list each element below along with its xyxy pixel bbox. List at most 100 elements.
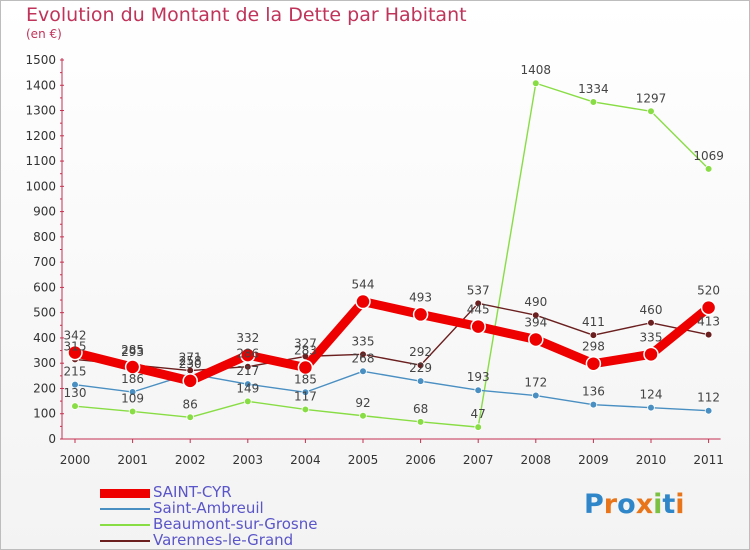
y-tick-label: 800 [33,230,56,244]
legend-label: Beaumont-sur-Grosne [153,515,318,533]
x-tick-label: 2000 [60,453,91,467]
x-tick-label: 2006 [405,453,436,467]
data-point [301,405,310,414]
data-label: 136 [582,385,605,399]
data-label: 460 [640,303,663,317]
y-tick-label: 1400 [25,78,56,92]
y-tick-label: 300 [33,356,56,370]
data-point [240,347,256,363]
data-label: 1069 [693,149,724,163]
data-point [589,98,598,106]
data-point [704,330,713,339]
data-label: 1297 [636,91,667,105]
data-label: 327 [294,336,317,350]
data-point [244,362,252,371]
data-point [416,361,425,370]
data-label: 293 [121,345,144,359]
y-tick-label: 1000 [25,179,56,193]
x-tick-label: 2009 [578,453,609,467]
data-label: 445 [467,303,490,317]
data-point [704,406,713,415]
data-label: 520 [697,284,720,298]
data-label: 286 [236,347,259,361]
data-point [704,165,713,173]
chart-unit: (en €) [26,27,62,41]
x-tick-label: 2011 [693,453,724,467]
logo-letter: P [584,489,604,520]
data-label: 298 [582,340,605,354]
data-label: 413 [697,315,720,329]
data-label: 537 [467,283,490,297]
legend-label: SAINT-CYR [153,483,232,501]
x-tick-label: 2002 [175,453,206,467]
data-point [244,380,252,388]
data-label: 186 [121,372,144,386]
data-point [244,397,252,406]
data-label: 394 [524,315,547,329]
data-point [412,306,429,323]
y-tick-label: 200 [33,381,56,395]
x-tick-label: 2001 [117,453,148,467]
data-point [186,413,195,422]
chart-legend: SAINT-CYR Saint-Ambreuil Beaumont-sur-Gros… [100,483,400,549]
data-point [297,359,314,376]
data-point [585,355,602,372]
data-label: 124 [640,388,663,402]
y-tick-label: 700 [33,255,56,269]
legend-swatch [100,524,150,526]
data-point [301,388,310,397]
data-point [359,350,367,359]
data-point [474,386,483,395]
data-label: 172 [524,376,547,390]
data-label: 342 [64,329,87,343]
data-label: 283 [294,343,317,357]
data-point [359,411,367,420]
data-label: 268 [352,351,375,365]
data-label: 149 [236,381,259,395]
data-label: 292 [409,345,432,359]
data-point [531,391,540,400]
y-tick-label: 900 [33,205,56,219]
y-tick-label: 1500 [25,53,56,67]
data-label: 544 [352,278,375,292]
data-label: 215 [64,365,87,379]
legend-swatch [100,540,150,542]
data-label: 112 [697,391,720,405]
data-point [67,344,83,361]
data-point [474,423,483,431]
legend-item: Beaumont-sur-Grosne [100,515,400,533]
legend-item: Varennes-le-Grand [100,531,400,549]
x-tick-label: 2003 [233,453,264,467]
series-line [70,297,714,386]
data-label: 86 [183,397,198,411]
data-point [647,403,655,412]
proxiti-logo: Proxiti [584,489,685,520]
x-tick-label: 2005 [348,453,379,467]
data-label: 335 [352,334,375,348]
data-point [647,107,655,116]
x-tick-label: 2010 [636,453,667,467]
data-point [355,293,371,310]
data-point [359,367,367,376]
data-point [700,299,717,316]
data-label: 185 [294,372,317,386]
data-label: 1408 [521,63,552,77]
data-point [416,377,425,385]
data-label: 68 [413,402,428,416]
data-point [531,311,540,319]
series-line [74,302,710,372]
logo-letter: o [617,489,636,520]
data-label: 271 [179,351,202,365]
logo-letter: t [662,489,676,520]
data-label: 335 [640,330,663,344]
data-point [128,388,137,396]
y-tick-label: 100 [33,407,56,421]
logo-letter: i [675,489,685,520]
x-tick-label: 2004 [290,453,321,467]
data-label: 117 [294,389,317,403]
data-label: 493 [409,290,432,304]
legend-item: SAINT-CYR [100,483,400,501]
data-label: 217 [236,364,259,378]
